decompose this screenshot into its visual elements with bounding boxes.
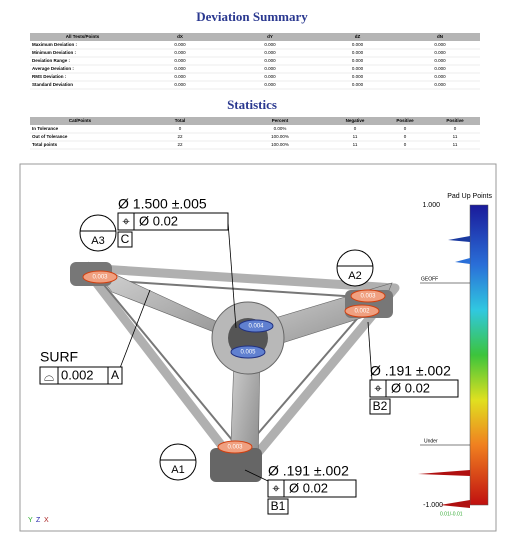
fcf-tolerance: 0.002 bbox=[61, 367, 94, 382]
datum-ref: A bbox=[111, 368, 119, 382]
axis-label: X bbox=[44, 517, 49, 524]
datum-ref: B2 bbox=[373, 399, 388, 413]
legend-note: 0.01/-0.01 bbox=[440, 511, 463, 517]
cell: 100.00% bbox=[271, 142, 289, 147]
axis-label: Z bbox=[36, 517, 41, 524]
cell: 0.000 bbox=[434, 82, 446, 87]
cell: 0 bbox=[179, 126, 182, 131]
cell: 0.000 bbox=[174, 66, 186, 71]
legend-min: -1.000 bbox=[423, 502, 443, 509]
cell: 0.000 bbox=[352, 42, 364, 47]
column-header: dY bbox=[267, 34, 273, 39]
cell: 0.000 bbox=[174, 58, 186, 63]
datum-label: A1 bbox=[171, 464, 184, 476]
cell: 100.00% bbox=[271, 134, 289, 139]
size-tolerance: Ø .191 ±.002 bbox=[268, 463, 349, 479]
axis-label: Y bbox=[28, 517, 33, 524]
surface-name: SURF bbox=[40, 349, 78, 365]
cell: Maximum Deviation : bbox=[32, 42, 78, 47]
datum-label: A2 bbox=[348, 270, 361, 282]
color-bar bbox=[470, 205, 488, 505]
legend-title: Pad Up Points bbox=[447, 193, 492, 200]
cell: Minimum Deviation : bbox=[32, 50, 77, 55]
cell: 0.000 bbox=[434, 66, 446, 71]
fcf-tolerance: Ø 0.02 bbox=[289, 480, 328, 495]
cell: 0.000 bbox=[174, 42, 186, 47]
cell: Deviation Range : bbox=[32, 58, 71, 63]
cell: 11 bbox=[453, 134, 458, 139]
column-header: Positive bbox=[396, 118, 414, 123]
column-header: Positive bbox=[446, 118, 464, 123]
column-header: Percent bbox=[272, 118, 289, 123]
page: Deviation Summary All Tests/Points dX dY dZ d… bbox=[0, 0, 505, 539]
size-tolerance: Ø .191 ±.002 bbox=[370, 363, 451, 379]
fcf-tolerance: Ø 0.02 bbox=[139, 213, 178, 228]
cell: 11 bbox=[453, 142, 458, 147]
cell: 0.000 bbox=[352, 74, 364, 79]
cell: 0.000 bbox=[174, 82, 186, 87]
cell: 0.000 bbox=[174, 74, 186, 79]
cell: Out of Tolerance bbox=[32, 134, 68, 139]
cell: 0.000 bbox=[434, 58, 446, 63]
legend-upper: GEOFF bbox=[421, 276, 438, 282]
cell: 0 bbox=[354, 126, 357, 131]
legend-lower: Under bbox=[424, 438, 438, 444]
cell: 0.000 bbox=[174, 50, 186, 55]
section-title: Deviation Summary bbox=[196, 9, 308, 24]
cell: 0.000 bbox=[434, 50, 446, 55]
column-header: All Tests/Points bbox=[66, 34, 100, 39]
deviation-label: 0.003 bbox=[360, 294, 376, 300]
cell: 0.000 bbox=[264, 42, 276, 47]
cell: 0.000 bbox=[264, 66, 276, 71]
legend-max: 1.000 bbox=[422, 202, 440, 209]
cell: 0.000 bbox=[352, 58, 364, 63]
column-header: dN bbox=[437, 34, 443, 39]
cell: Total points bbox=[32, 142, 58, 147]
column-header: dZ bbox=[355, 34, 361, 39]
cell: 0 bbox=[454, 126, 457, 131]
cell: 0 bbox=[404, 134, 407, 139]
column-header: Cat/Points bbox=[69, 118, 92, 123]
column-header: dX bbox=[177, 34, 183, 39]
cell: 22 bbox=[177, 134, 183, 139]
cell: 0.00% bbox=[274, 126, 287, 131]
report: Deviation Summary All Tests/Points dX dY dZ d… bbox=[0, 0, 505, 539]
cell: 0.000 bbox=[264, 82, 276, 87]
cell: 0.000 bbox=[264, 58, 276, 63]
cell: 0 bbox=[404, 126, 407, 131]
deviation-label: 0.003 bbox=[227, 445, 243, 451]
fcf-symbol: ⌖ bbox=[272, 482, 280, 497]
cell: Standard Deviation bbox=[32, 82, 73, 87]
size-tolerance: Ø 1.500 ±.005 bbox=[118, 196, 207, 212]
cell: 0 bbox=[404, 142, 407, 147]
datum-label: A3 bbox=[91, 235, 104, 247]
cell: Average Deviation : bbox=[32, 66, 74, 71]
cell: 11 bbox=[353, 142, 358, 147]
cell: In Tolerance bbox=[32, 126, 59, 131]
column-header: Total bbox=[175, 118, 185, 123]
datum-ref: B1 bbox=[271, 499, 286, 513]
deviation-label: 0.003 bbox=[92, 275, 108, 281]
cell: 22 bbox=[177, 142, 183, 147]
cell: 0.000 bbox=[352, 82, 364, 87]
cell: 0.000 bbox=[434, 42, 446, 47]
cell: 0.000 bbox=[264, 74, 276, 79]
fcf-tolerance: Ø 0.02 bbox=[391, 380, 430, 395]
fcf-symbol: ⌖ bbox=[122, 215, 130, 230]
cell: 11 bbox=[353, 134, 358, 139]
cell: 0.000 bbox=[264, 50, 276, 55]
deviation-label: 0.002 bbox=[354, 309, 370, 315]
column-header: Negative bbox=[346, 118, 365, 123]
hub-label: 0.004 bbox=[248, 324, 264, 330]
hub-label: 0.005 bbox=[240, 350, 256, 356]
cell: 0.000 bbox=[434, 74, 446, 79]
cell: 0.000 bbox=[352, 66, 364, 71]
fcf-symbol: ⌓ bbox=[44, 370, 54, 385]
section-title: Statistics bbox=[227, 97, 277, 112]
datum-ref: C bbox=[121, 232, 130, 246]
cell: RMS Deviation : bbox=[32, 74, 67, 79]
fcf-symbol: ⌖ bbox=[374, 382, 382, 397]
cell: 0.000 bbox=[352, 50, 364, 55]
